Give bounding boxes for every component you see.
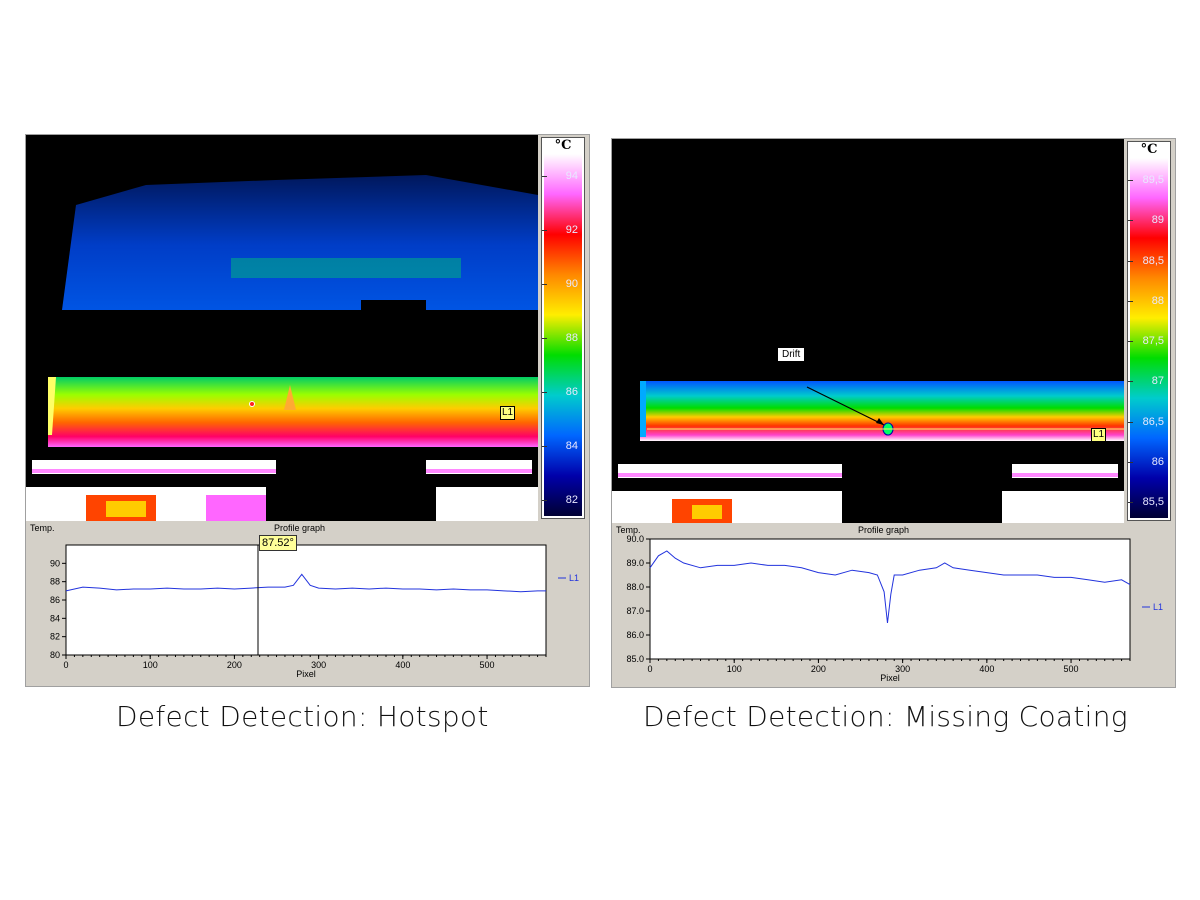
graph-y-label: Temp. xyxy=(30,523,55,533)
y-tick-label: 87.0 xyxy=(626,606,644,616)
scale-tick-mark xyxy=(542,230,547,231)
graph-title: Profile graph xyxy=(858,525,910,535)
scale-tick-mark xyxy=(542,284,547,285)
x-tick-label: 400 xyxy=(395,660,410,670)
y-tick-label: 86.0 xyxy=(626,630,644,640)
graph-title: Profile graph xyxy=(274,523,326,533)
scale-unit: °C xyxy=(1140,142,1158,157)
scale-tick-label: 84 xyxy=(565,440,578,452)
coating-band xyxy=(640,381,1124,441)
x-axis-label: Pixel xyxy=(880,673,900,683)
x-tick-label: 500 xyxy=(1064,664,1079,674)
scale-tick-label: 82 xyxy=(565,494,578,506)
y-tick-label: 84 xyxy=(50,613,60,623)
series-line-l1 xyxy=(649,550,1131,624)
x-tick-label: 300 xyxy=(311,660,326,670)
scale-tick-mark xyxy=(1128,461,1133,463)
hot-coating-band xyxy=(48,377,538,447)
hotspot-marker xyxy=(284,385,296,410)
scale-tick-mark xyxy=(542,500,547,501)
scale-tick-label: 92 xyxy=(565,224,578,236)
line-tag-l1[interactable]: L1 xyxy=(500,406,516,420)
temperature-scale: °C 94 92 90 88 86 84 82 xyxy=(541,137,585,519)
scale-tick-mark xyxy=(1128,381,1133,383)
y-tick-label: 89.0 xyxy=(626,558,644,568)
caption-hotspot: Defect Detection: Hotspot xyxy=(116,700,489,733)
line-tag-l1[interactable]: L1 xyxy=(1091,428,1107,442)
scale-tick-label: 87,5 xyxy=(1142,335,1164,347)
thermal-panel-hotspot: L1 °C 94 92 90 88 86 84 82 Temp. Profile graph… xyxy=(25,134,590,687)
graph-y-label: Temp. xyxy=(616,525,641,535)
scale-tick-label: 88,5 xyxy=(1142,254,1164,267)
scale-tick-mark xyxy=(1128,300,1133,302)
upper-warm-strip xyxy=(231,258,461,278)
profile-graph-panel: Temp. Profile graph 90 88 86 84 82 80 0 100 200 3… xyxy=(26,521,589,686)
x-tick-label: 100 xyxy=(727,664,742,674)
thermal-panel-missing-coating: Drift L1 °C 89,5 89 88,5 88 87,5 87 86,5 86 85,5… xyxy=(611,138,1176,688)
plot-area xyxy=(65,544,547,656)
x-axis-label: Pixel xyxy=(296,669,316,679)
drift-callout: Drift xyxy=(777,347,806,362)
profile-graph-panel: Temp. Profile graph 90.0 89.0 88.0 87.0 86.0… xyxy=(612,523,1175,687)
color-scale-bar xyxy=(1130,158,1168,518)
y-tick-label: 80 xyxy=(50,650,60,660)
series-line-l1 xyxy=(65,573,546,593)
value-tooltip: 87.52° xyxy=(259,535,297,551)
y-tick-label: 88.0 xyxy=(626,582,644,592)
scale-tick-mark xyxy=(1128,220,1133,222)
y-tick-label: 85.0 xyxy=(626,654,644,664)
scale-tick-label: 86 xyxy=(1151,455,1164,468)
thermal-image-hotspot: L1 xyxy=(26,135,538,521)
upper-heat-region xyxy=(62,175,538,315)
y-tick-label: 88 xyxy=(50,577,60,587)
x-tick-label: 0 xyxy=(63,660,68,670)
scale-tick-mark xyxy=(542,176,547,177)
scale-tick-label: 86,5 xyxy=(1142,415,1164,428)
color-scale-bar xyxy=(544,154,582,516)
legend-label: L1 xyxy=(1153,602,1163,612)
scale-tick-label: 86 xyxy=(565,386,578,398)
scale-tick-label: 85,5 xyxy=(1142,496,1164,508)
y-tick-label: 82 xyxy=(50,632,60,642)
scale-tick-label: 88 xyxy=(1151,294,1164,307)
drift-arrow xyxy=(806,386,885,426)
scale-tick-mark xyxy=(542,392,547,393)
scale-tick-label: 89 xyxy=(1151,214,1164,227)
x-tick-label: 0 xyxy=(647,664,652,674)
temperature-scale: °C 89,5 89 88,5 88 87,5 87 86,5 86 85,5 xyxy=(1127,141,1171,521)
scale-tick-mark xyxy=(1128,502,1133,503)
legend-label: L1 xyxy=(569,573,579,583)
y-tick-label: 86 xyxy=(50,595,60,605)
x-tick-label: 400 xyxy=(979,664,994,674)
scale-tick-mark xyxy=(1128,180,1133,181)
scale-tick-label: 89,5 xyxy=(1142,174,1164,186)
x-tick-label: 200 xyxy=(227,660,242,670)
x-tick-label: 300 xyxy=(895,664,910,674)
scale-tick-mark xyxy=(542,338,547,339)
scale-tick-label: 90 xyxy=(565,278,578,290)
y-tick-label: 90.0 xyxy=(626,535,644,544)
scale-tick-label: 88 xyxy=(565,332,578,344)
scale-tick-label: 94 xyxy=(565,170,578,182)
thermal-image-missing-coating: Drift L1 xyxy=(612,139,1124,523)
x-tick-label: 100 xyxy=(143,660,158,670)
scale-tick-mark xyxy=(1128,341,1133,342)
y-tick-label: 90 xyxy=(50,558,60,568)
caption-missing-coating: Defect Detection: Missing Coating xyxy=(643,700,1128,733)
scale-tick-mark xyxy=(1128,260,1133,262)
scale-unit: °C xyxy=(554,138,572,153)
scale-tick-mark xyxy=(1128,421,1133,423)
x-tick-label: 200 xyxy=(811,664,826,674)
x-tick-label: 500 xyxy=(480,660,495,670)
scale-tick-label: 87 xyxy=(1151,375,1164,388)
scale-tick-mark xyxy=(542,446,547,447)
